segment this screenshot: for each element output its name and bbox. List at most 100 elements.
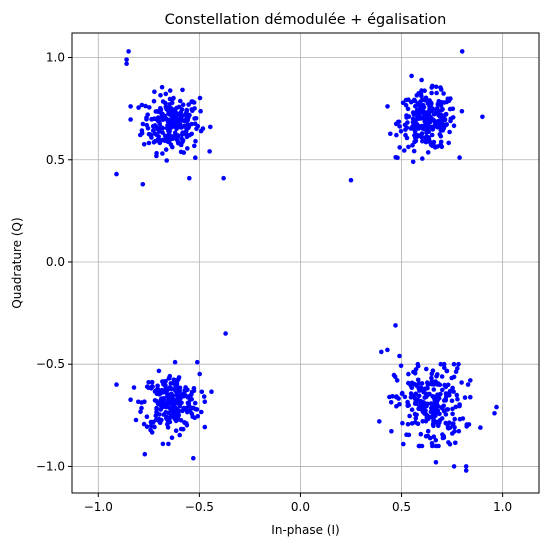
data-point bbox=[155, 383, 160, 389]
data-point bbox=[169, 107, 175, 113]
data-point bbox=[142, 399, 147, 405]
data-point bbox=[223, 331, 228, 336]
data-point bbox=[402, 148, 407, 153]
data-point bbox=[209, 389, 214, 395]
data-point bbox=[441, 403, 447, 409]
data-point bbox=[175, 119, 180, 124]
data-point bbox=[143, 103, 148, 109]
y-tick-label: 0.0 bbox=[46, 255, 65, 269]
plot-frame bbox=[71, 32, 540, 494]
data-point bbox=[189, 121, 194, 127]
data-point bbox=[403, 127, 408, 132]
data-point bbox=[393, 121, 399, 127]
x-tick-label: 1.0 bbox=[493, 500, 512, 514]
data-point bbox=[425, 127, 431, 133]
data-point bbox=[146, 140, 152, 146]
data-point bbox=[405, 106, 411, 112]
data-point bbox=[182, 420, 188, 426]
data-point bbox=[431, 423, 436, 429]
data-point bbox=[151, 424, 157, 429]
data-point bbox=[161, 396, 167, 401]
data-point bbox=[168, 401, 174, 407]
data-point bbox=[453, 440, 458, 446]
data-point bbox=[141, 421, 147, 427]
data-point bbox=[197, 95, 203, 101]
data-point bbox=[186, 115, 191, 120]
data-point bbox=[406, 371, 411, 377]
data-point bbox=[156, 368, 162, 374]
data-point bbox=[195, 413, 201, 419]
data-point bbox=[410, 143, 415, 148]
data-point bbox=[420, 156, 425, 161]
data-point bbox=[180, 118, 185, 123]
data-point bbox=[395, 155, 400, 160]
data-point bbox=[434, 419, 440, 425]
data-point bbox=[172, 130, 178, 135]
data-point bbox=[163, 410, 169, 415]
data-point bbox=[147, 105, 152, 110]
data-point bbox=[163, 91, 169, 97]
data-point bbox=[431, 395, 437, 401]
data-point bbox=[433, 413, 438, 419]
data-point bbox=[177, 432, 182, 438]
data-point bbox=[447, 420, 452, 426]
data-point bbox=[159, 84, 165, 90]
data-point bbox=[427, 138, 432, 144]
data-point bbox=[168, 394, 173, 399]
data-point bbox=[178, 125, 184, 130]
data-point bbox=[415, 116, 421, 121]
data-point bbox=[419, 77, 424, 83]
data-point bbox=[406, 380, 411, 386]
data-point bbox=[178, 98, 183, 104]
data-point bbox=[431, 434, 437, 440]
data-point bbox=[425, 150, 431, 155]
data-point bbox=[180, 138, 186, 143]
data-point bbox=[451, 123, 457, 128]
data-point bbox=[422, 118, 428, 123]
data-point bbox=[454, 392, 460, 398]
data-point bbox=[131, 385, 137, 390]
data-point bbox=[420, 400, 426, 405]
data-point bbox=[170, 144, 175, 150]
data-point bbox=[393, 323, 398, 328]
data-point bbox=[394, 394, 399, 399]
data-point bbox=[462, 395, 468, 400]
data-point bbox=[446, 140, 452, 146]
data-point bbox=[152, 89, 157, 95]
data-point bbox=[165, 139, 171, 145]
data-point bbox=[166, 117, 171, 123]
data-point bbox=[144, 424, 150, 430]
data-point bbox=[450, 406, 455, 412]
data-point bbox=[114, 171, 119, 177]
data-point bbox=[152, 398, 158, 403]
y-tick-label: 0.5 bbox=[46, 153, 65, 167]
data-point bbox=[444, 99, 450, 105]
data-point bbox=[425, 428, 431, 434]
data-point bbox=[192, 143, 197, 149]
data-point bbox=[159, 401, 165, 407]
data-point bbox=[160, 99, 166, 104]
data-point bbox=[437, 411, 442, 417]
data-point bbox=[457, 155, 462, 160]
data-point bbox=[408, 395, 414, 400]
data-point bbox=[414, 401, 419, 407]
data-point bbox=[397, 401, 402, 407]
data-point bbox=[160, 130, 165, 135]
data-point bbox=[436, 423, 441, 429]
data-point bbox=[412, 121, 417, 126]
data-point bbox=[450, 385, 455, 391]
data-point bbox=[146, 380, 151, 385]
data-point bbox=[183, 385, 188, 390]
data-point bbox=[465, 382, 471, 387]
data-point bbox=[175, 133, 181, 138]
data-point bbox=[406, 97, 411, 102]
data-point bbox=[438, 123, 443, 129]
data-point bbox=[424, 366, 429, 372]
data-point bbox=[174, 391, 180, 396]
data-point bbox=[165, 404, 171, 410]
data-point bbox=[182, 388, 188, 394]
data-point bbox=[433, 443, 439, 449]
data-point bbox=[388, 131, 393, 137]
data-point bbox=[199, 389, 205, 395]
data-point bbox=[414, 412, 419, 418]
